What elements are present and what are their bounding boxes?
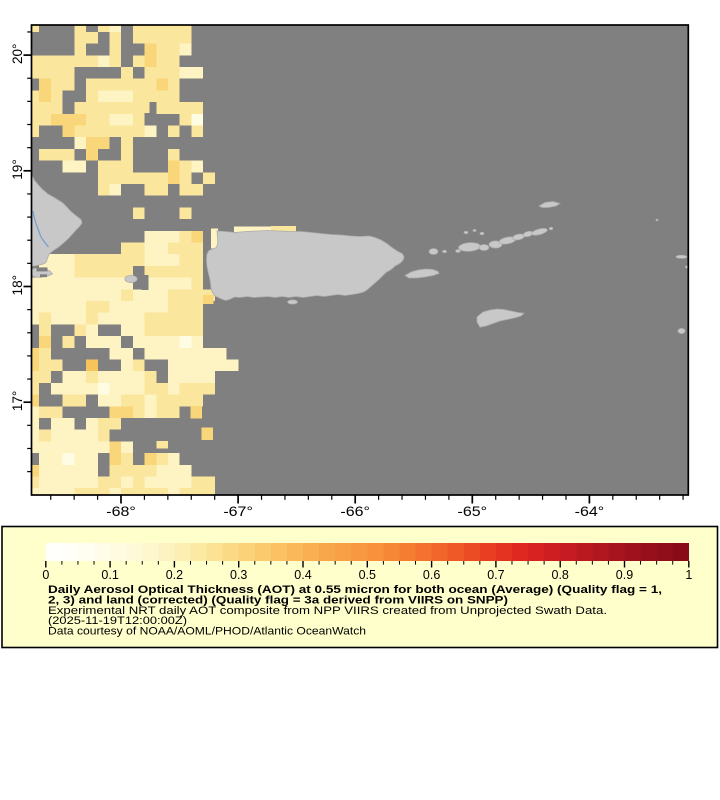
svg-text:0.9: 0.9 [616,568,633,582]
svg-text:17°: 17° [10,391,25,412]
svg-text:-68°: -68° [106,503,136,519]
svg-text:(2025-11-19T12:00:00Z): (2025-11-19T12:00:00Z) [48,615,187,627]
svg-text:18°: 18° [10,275,25,296]
svg-text:-66°: -66° [340,503,370,519]
svg-text:2, 3) and land (corrected) (Qu: 2, 3) and land (corrected) (Quality flag… [48,595,508,607]
svg-text:0.4: 0.4 [294,568,311,582]
svg-text:Daily Aerosol Optical Thicknes: Daily Aerosol Optical Thickness (AOT) at… [48,584,662,596]
svg-text:0.1: 0.1 [101,568,118,582]
svg-text:0.8: 0.8 [552,568,569,582]
svg-text:-64°: -64° [575,503,605,519]
svg-text:0.2: 0.2 [166,568,183,582]
svg-text:1: 1 [685,568,692,582]
svg-text:-67°: -67° [223,503,253,519]
svg-text:Experimental NRT daily AOT com: Experimental NRT daily AOT composite fro… [48,605,607,617]
svg-text:0.7: 0.7 [487,568,504,582]
svg-text:0: 0 [42,568,49,582]
svg-text:Data courtesy of NOAA/AOML/PHO: Data courtesy of NOAA/AOML/PHOD/Atlantic… [48,626,366,638]
svg-text:0.6: 0.6 [423,568,440,582]
svg-text:0.3: 0.3 [230,568,247,582]
svg-text:0.5: 0.5 [359,568,376,582]
svg-text:-65°: -65° [458,503,488,519]
svg-text:20°: 20° [10,44,25,65]
svg-text:19°: 19° [10,159,25,180]
